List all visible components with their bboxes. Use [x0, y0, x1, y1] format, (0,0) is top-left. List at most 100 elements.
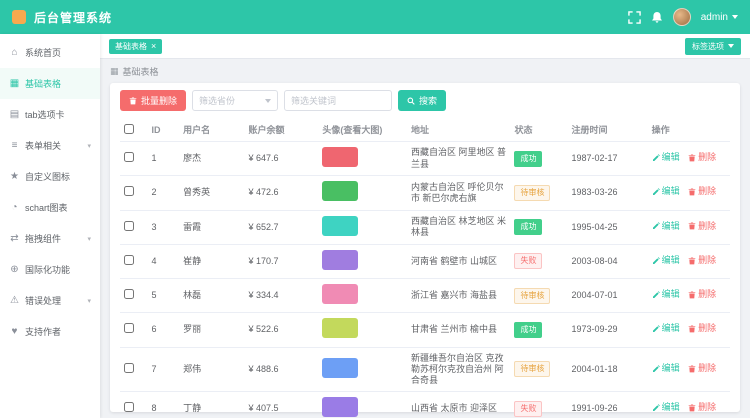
table-row: 1 廖杰 ¥ 647.6 西藏自治区 阿里地区 普兰县 成功 1987-02-1…	[120, 141, 730, 177]
column-header-avatar: 头像(查看大图)	[318, 118, 408, 142]
row-checkbox[interactable]	[124, 220, 134, 231]
breadcrumb: ▦ 基础表格	[110, 65, 740, 78]
fullscreen-icon[interactable]	[627, 10, 641, 24]
delete-button[interactable]: 删除	[688, 323, 716, 334]
cell-username: 林磊	[179, 278, 245, 314]
avatar-thumbnail[interactable]	[322, 249, 359, 270]
select-all-checkbox[interactable]	[124, 123, 134, 134]
keyword-input[interactable]	[284, 90, 393, 111]
table-row: 8 丁静 ¥ 407.5 山西省 太原市 迎泽区 失败 1991-09-26 编…	[120, 391, 730, 418]
batch-delete-label: 批量删除	[141, 96, 178, 106]
cell-id: 6	[147, 312, 180, 348]
cell-balance: ¥ 170.7	[244, 244, 319, 280]
main-area: 基础表格 × 标签选项 ▦ 基础表格 批量删除	[100, 34, 750, 418]
data-table: ID 用户名 账户余额 头像(查看大图) 地址 状态 注册时间 操作 1	[120, 118, 730, 418]
edit-button[interactable]: 编辑	[652, 323, 680, 334]
edit-button[interactable]: 编辑	[652, 289, 680, 300]
cell-register-date: 2004-01-18	[567, 347, 648, 393]
close-icon[interactable]: ×	[151, 40, 157, 51]
status-badge: 待审核	[514, 361, 551, 378]
chart-icon: ◔	[11, 202, 18, 213]
avatar-thumbnail[interactable]	[322, 215, 359, 236]
search-button[interactable]: 搜索	[398, 90, 447, 111]
cell-id: 7	[147, 347, 180, 393]
avatar-thumbnail[interactable]	[322, 397, 359, 418]
delete-button[interactable]: 删除	[688, 363, 716, 374]
row-checkbox[interactable]	[124, 362, 134, 373]
row-checkbox[interactable]	[124, 323, 134, 334]
table-row: 3 雷霞 ¥ 652.7 西藏自治区 林芝地区 米林县 成功 1995-04-2…	[120, 210, 730, 245]
sidebar-menu: ⌂ 系统首页 ▦ 基础表格 ▤ tab选项卡 ≡ 表单相关 ▾ ★ 自定义图标 …	[0, 37, 100, 347]
sidebar-item-i18n[interactable]: ⊕ 国际化功能	[0, 254, 100, 285]
avatar-thumbnail[interactable]	[322, 318, 359, 339]
sidebar-item-chart[interactable]: ◔ schart图表	[0, 192, 100, 223]
table-row: 2 曾秀英 ¥ 472.6 内蒙古自治区 呼伦贝尔市 新巴尔虎右旗 待审核 19…	[120, 175, 730, 211]
table-icon: ▦	[9, 78, 20, 89]
column-header-balance: 账户余额	[244, 118, 319, 142]
delete-button[interactable]: 删除	[688, 255, 716, 266]
delete-button[interactable]: 删除	[688, 221, 716, 232]
edit-button[interactable]: 编辑	[652, 402, 680, 413]
sidebar-item-donate[interactable]: ♥ 支持作者	[0, 316, 100, 347]
user-menu[interactable]: admin	[701, 12, 738, 23]
row-checkbox[interactable]	[124, 289, 134, 299]
delete-button[interactable]: 删除	[688, 402, 716, 413]
cell-address: 河南省 鹤壁市 山城区	[407, 244, 511, 280]
delete-button-label: 删除	[698, 254, 717, 265]
edit-button[interactable]: 编辑	[652, 186, 680, 197]
avatar-thumbnail[interactable]	[322, 181, 359, 202]
cell-address: 山西省 太原市 迎泽区	[407, 391, 511, 418]
cell-id: 4	[147, 244, 180, 280]
notification-bell-icon[interactable]	[651, 11, 663, 24]
table-row: 7 郑伟 ¥ 488.6 新疆维吾尔自治区 克孜勒苏柯尔克孜自治州 阿合奇县 待…	[120, 347, 730, 393]
row-checkbox[interactable]	[124, 186, 134, 197]
cell-address: 西藏自治区 阿里地区 普兰县	[407, 141, 511, 177]
drag-icon: ⇄	[10, 233, 19, 244]
sidebar-item-error[interactable]: ⚠ 错误处理 ▾	[0, 285, 100, 316]
province-select-placeholder: 筛选省份	[199, 96, 236, 106]
tag-options-label: 标签选项	[692, 41, 724, 51]
cell-balance: ¥ 407.5	[244, 391, 319, 418]
sidebar-item-home[interactable]: ⌂ 系统首页	[0, 37, 100, 68]
edit-button[interactable]: 编辑	[652, 363, 680, 374]
cell-register-date: 1995-04-25	[567, 210, 648, 245]
edit-button-label: 编辑	[661, 220, 680, 231]
avatar-thumbnail[interactable]	[322, 284, 359, 304]
delete-button[interactable]: 删除	[688, 152, 716, 163]
edit-button[interactable]: 编辑	[652, 152, 680, 163]
cell-id: 8	[147, 391, 180, 418]
form-icon: ≡	[11, 140, 18, 151]
sidebar-item-table[interactable]: ▦ 基础表格	[0, 68, 100, 99]
sidebar-item-custom-icons[interactable]: ★ 自定义图标	[0, 161, 100, 192]
row-checkbox[interactable]	[124, 402, 134, 413]
cell-username: 廖杰	[179, 141, 245, 177]
tag-options-button[interactable]: 标签选项	[685, 37, 741, 55]
status-badge: 成功	[514, 150, 543, 167]
delete-button[interactable]: 删除	[688, 186, 716, 197]
cell-username: 崔静	[179, 244, 245, 280]
sidebar: ⌂ 系统首页 ▦ 基础表格 ▤ tab选项卡 ≡ 表单相关 ▾ ★ 自定义图标 …	[0, 34, 100, 418]
row-checkbox[interactable]	[124, 152, 134, 162]
avatar-thumbnail[interactable]	[322, 147, 359, 167]
edit-button[interactable]: 编辑	[652, 255, 680, 266]
edit-button[interactable]: 编辑	[652, 221, 680, 232]
sidebar-item-label: 自定义图标	[25, 172, 71, 182]
sidebar-item-drag[interactable]: ⇄ 拖拽组件 ▾	[0, 223, 100, 254]
cell-username: 曾秀英	[179, 175, 245, 211]
delete-button-label: 删除	[698, 186, 717, 197]
sidebar-item-label: 系统首页	[25, 48, 62, 58]
avatar-thumbnail[interactable]	[322, 357, 359, 378]
app-logo-icon[interactable]	[12, 10, 26, 24]
batch-delete-button[interactable]: 批量删除	[120, 90, 187, 111]
sidebar-item-tabs[interactable]: ▤ tab选项卡	[0, 99, 100, 130]
cell-balance: ¥ 334.4	[244, 278, 319, 314]
row-checkbox[interactable]	[124, 254, 134, 265]
sidebar-item-form[interactable]: ≡ 表单相关 ▾	[0, 130, 100, 161]
search-button-label: 搜索	[419, 96, 438, 106]
tab-tag-basic-table[interactable]: 基础表格 ×	[109, 38, 163, 54]
delete-button[interactable]: 删除	[688, 289, 716, 300]
avatar[interactable]	[672, 8, 691, 26]
cell-balance: ¥ 647.6	[244, 141, 319, 177]
province-select[interactable]: 筛选省份	[192, 90, 279, 111]
